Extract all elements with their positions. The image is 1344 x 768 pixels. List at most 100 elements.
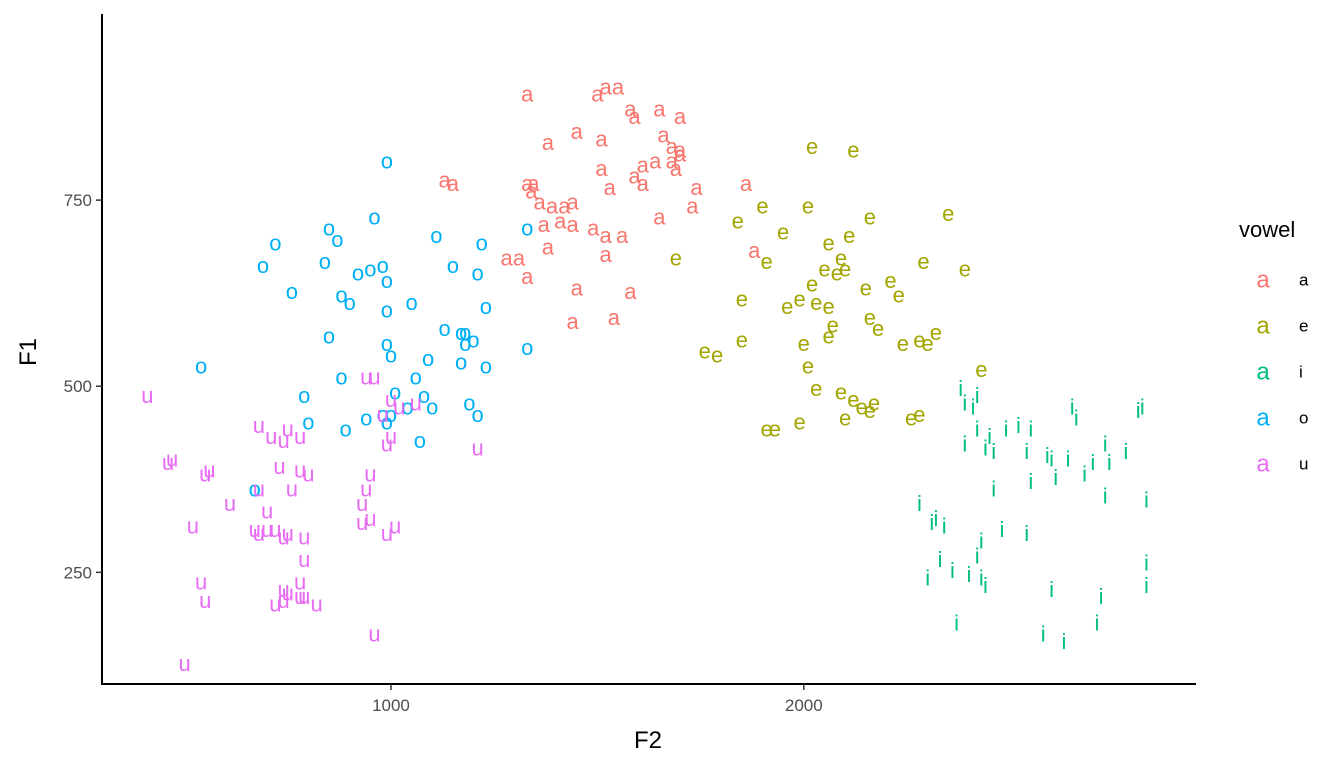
point-e: e — [736, 286, 748, 311]
point-e: e — [806, 272, 818, 297]
point-u: u — [385, 424, 397, 449]
point-e: e — [847, 387, 859, 412]
point-a: a — [554, 208, 567, 233]
point-i: i — [1144, 573, 1149, 598]
legend-label-u: u — [1299, 454, 1308, 473]
point-i: i — [929, 510, 934, 535]
point-i: i — [958, 376, 963, 401]
point-u: u — [298, 525, 310, 550]
point-a: a — [513, 245, 526, 270]
point-e: e — [905, 406, 917, 431]
point-u: u — [356, 491, 368, 516]
point-o: o — [459, 331, 471, 356]
point-e: e — [736, 327, 748, 352]
point-i: i — [975, 383, 980, 408]
point-e: e — [835, 379, 847, 404]
point-e: e — [822, 324, 834, 349]
point-i: i — [971, 394, 976, 419]
point-u: u — [282, 580, 294, 605]
point-e: e — [781, 294, 793, 319]
point-i: i — [1090, 450, 1095, 475]
point-e: e — [942, 201, 954, 226]
point-e: e — [975, 357, 987, 382]
point-o: o — [422, 346, 434, 371]
point-i: i — [925, 566, 930, 591]
point-a: a — [666, 149, 679, 174]
point-e: e — [922, 331, 934, 356]
point-o: o — [381, 331, 393, 356]
point-u: u — [393, 394, 405, 419]
point-o: o — [352, 260, 364, 285]
point-u: u — [273, 454, 285, 479]
point-a: a — [447, 171, 460, 196]
point-a: a — [624, 279, 637, 304]
point-u: u — [286, 476, 298, 501]
x-tick-label: 2000 — [785, 696, 823, 715]
point-a: a — [542, 234, 555, 259]
point-u: u — [199, 588, 211, 613]
point-a: a — [567, 309, 580, 334]
point-u: u — [178, 651, 190, 676]
point-i: i — [1045, 443, 1050, 468]
point-e: e — [769, 417, 781, 442]
point-a: a — [600, 242, 613, 267]
point-u: u — [294, 424, 306, 449]
point-i: i — [1070, 394, 1075, 419]
point-i: i — [938, 547, 943, 572]
point-o: o — [302, 409, 314, 434]
point-a: a — [690, 175, 703, 200]
point-o: o — [455, 350, 467, 375]
point-a: a — [525, 178, 538, 203]
point-e: e — [802, 353, 814, 378]
point-a: a — [653, 97, 666, 122]
point-i: i — [1094, 610, 1099, 635]
point-a: a — [637, 152, 650, 177]
point-i: i — [1099, 584, 1104, 609]
point-i: i — [950, 558, 955, 583]
point-e: e — [855, 394, 867, 419]
point-u: u — [381, 521, 393, 546]
point-a: a — [591, 82, 604, 107]
point-e: e — [847, 138, 859, 163]
point-u: u — [265, 424, 277, 449]
point-e: e — [806, 134, 818, 159]
point-o: o — [339, 417, 351, 442]
legend: vowel a aa ea ia oa u — [1239, 217, 1309, 477]
point-o: o — [463, 391, 475, 416]
point-u: u — [294, 569, 306, 594]
point-o: o — [335, 365, 347, 390]
legend-items: a aa ea ia oa u — [1256, 266, 1309, 477]
point-a: a — [600, 223, 613, 248]
point-o: o — [430, 223, 442, 248]
point-u: u — [253, 413, 265, 438]
point-o: o — [377, 402, 389, 427]
point-u: u — [199, 461, 211, 486]
point-u: u — [224, 491, 236, 516]
point-u: u — [203, 458, 215, 483]
point-i: i — [1123, 439, 1128, 464]
point-i: i — [962, 432, 967, 457]
point-a: a — [558, 193, 571, 218]
point-e: e — [897, 331, 909, 356]
point-e: e — [860, 275, 872, 300]
point-u: u — [261, 517, 273, 542]
point-i: i — [1049, 446, 1054, 471]
point-u: u — [294, 584, 306, 609]
point-i: i — [983, 573, 988, 598]
point-o: o — [459, 320, 471, 345]
point-e: e — [872, 316, 884, 341]
point-e: e — [864, 398, 876, 423]
point-a: a — [571, 275, 584, 300]
point-a: a — [628, 164, 641, 189]
point-i: i — [1074, 406, 1079, 431]
point-u: u — [261, 499, 273, 524]
point-o: o — [385, 402, 397, 427]
point-e: e — [839, 406, 851, 431]
point-u: u — [282, 521, 294, 546]
point-a: a — [546, 193, 559, 218]
point-e: e — [699, 339, 711, 364]
point-i: i — [933, 506, 938, 531]
point-a: a — [674, 104, 687, 129]
point-i: i — [1016, 413, 1021, 438]
point-o: o — [377, 253, 389, 278]
